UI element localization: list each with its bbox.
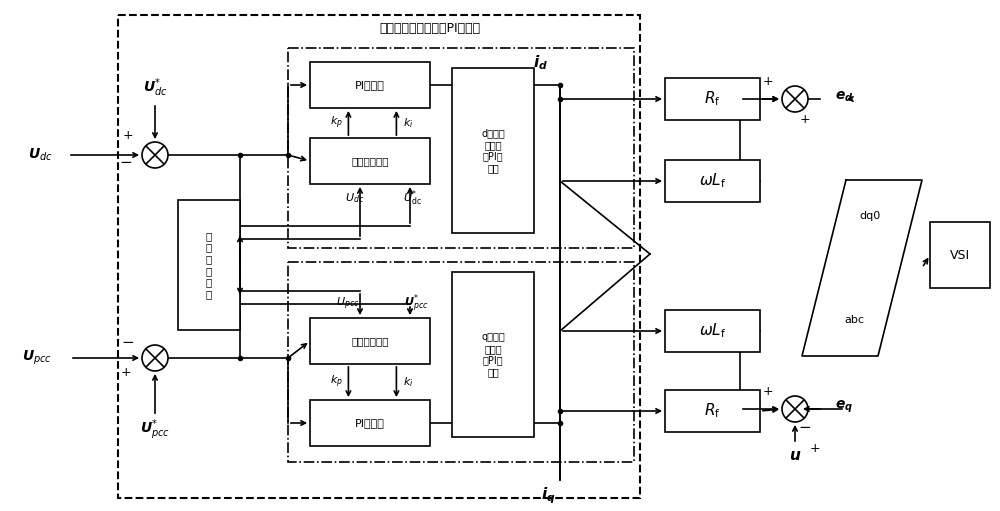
Bar [310, 138, 430, 184]
Text: +: + [800, 112, 810, 126]
Text: $\boldsymbol{i}_{\mathregular{q}}$: $\boldsymbol{i}_{\mathregular{q}}$ [541, 485, 555, 506]
Bar [288, 262, 634, 462]
Circle shape [782, 86, 808, 112]
Text: q轴模糊
神经网
络PI控
制器: q轴模糊 神经网 络PI控 制器 [481, 332, 505, 377]
Text: dq0: dq0 [859, 211, 881, 221]
Text: 模糊神经网络: 模糊神经网络 [351, 156, 389, 166]
Text: $\boldsymbol{e}_{\mathregular{q}}$: $\boldsymbol{e}_{\mathregular{q}}$ [835, 399, 853, 415]
Text: $k_p$: $k_p$ [330, 374, 343, 390]
Text: $\boldsymbol{U}_{\mathregular{pcc}}^{*}$: $\boldsymbol{U}_{\mathregular{pcc}}^{*}$ [140, 418, 170, 442]
Text: $U_{\mathregular{dc}}^{*}$: $U_{\mathregular{dc}}^{*}$ [403, 188, 421, 208]
Bar [665, 78, 760, 120]
Text: 多
模
型
控
制
器: 多 模 型 控 制 器 [206, 231, 212, 299]
Text: d轴模糊
神经网
络PI控
制器: d轴模糊 神经网 络PI控 制器 [481, 128, 505, 173]
Text: +: + [121, 365, 131, 379]
Text: 多模型模糊神经网络PI控制器: 多模型模糊神经网络PI控制器 [379, 21, 481, 35]
Text: $U_{dc}$: $U_{dc}$ [345, 191, 365, 205]
Bar [452, 68, 534, 233]
Text: $\boldsymbol{U}_{\mathregular{dc}}^{*}$: $\boldsymbol{U}_{\mathregular{dc}}^{*}$ [143, 77, 167, 99]
Bar [178, 200, 240, 330]
Bar [310, 62, 430, 108]
Text: PI控制器: PI控制器 [355, 80, 385, 90]
Polygon shape [802, 180, 922, 356]
Text: $\boldsymbol{i}_{\mathregular{d}}$: $\boldsymbol{i}_{\mathregular{d}}$ [533, 54, 548, 73]
Text: $R_{\mathregular{f}}$: $R_{\mathregular{f}}$ [704, 402, 721, 421]
Circle shape [142, 345, 168, 371]
Text: $\boldsymbol{u}$: $\boldsymbol{u}$ [789, 448, 801, 462]
Text: $R_{\mathregular{f}}$: $R_{\mathregular{f}}$ [704, 89, 721, 108]
Text: +: + [763, 384, 773, 398]
Text: PI控制器: PI控制器 [355, 418, 385, 428]
Text: $k_i$: $k_i$ [403, 116, 414, 130]
Bar [288, 48, 634, 248]
Text: $k_p$: $k_p$ [330, 115, 343, 131]
Bar [118, 15, 640, 498]
Text: VSI: VSI [950, 248, 970, 262]
Text: $k_i$: $k_i$ [403, 375, 414, 389]
Circle shape [142, 142, 168, 168]
Text: +: + [763, 75, 773, 87]
Text: −: − [120, 154, 132, 170]
Bar [930, 222, 990, 288]
Bar [665, 310, 760, 352]
Text: $\omega L_{\mathregular{f}}$: $\omega L_{\mathregular{f}}$ [699, 321, 726, 340]
Text: $\boldsymbol{U}_{pcc}$: $\boldsymbol{U}_{pcc}$ [22, 349, 52, 367]
Text: $\boldsymbol{U}_{dc}$: $\boldsymbol{U}_{dc}$ [28, 147, 53, 163]
Text: +: + [123, 128, 133, 142]
Text: $U_{pcc}$: $U_{pcc}$ [336, 296, 360, 312]
Text: $\boldsymbol{e}_{\mathregular{d}}$: $\boldsymbol{e}_{\mathregular{d}}$ [835, 90, 854, 104]
Text: −: − [799, 420, 811, 434]
Text: abc: abc [844, 315, 864, 325]
Text: −: − [122, 335, 134, 350]
Text: +: + [810, 442, 820, 454]
Text: 模糊神经网络: 模糊神经网络 [351, 336, 389, 346]
Bar [310, 318, 430, 364]
Circle shape [782, 396, 808, 422]
Bar [310, 400, 430, 446]
Bar [665, 390, 760, 432]
Text: $\boldsymbol{U}_{pcc}^{*}$: $\boldsymbol{U}_{pcc}^{*}$ [404, 293, 428, 315]
Text: $\omega L_{\mathregular{f}}$: $\omega L_{\mathregular{f}}$ [699, 172, 726, 191]
Bar [452, 272, 534, 437]
Bar [665, 160, 760, 202]
